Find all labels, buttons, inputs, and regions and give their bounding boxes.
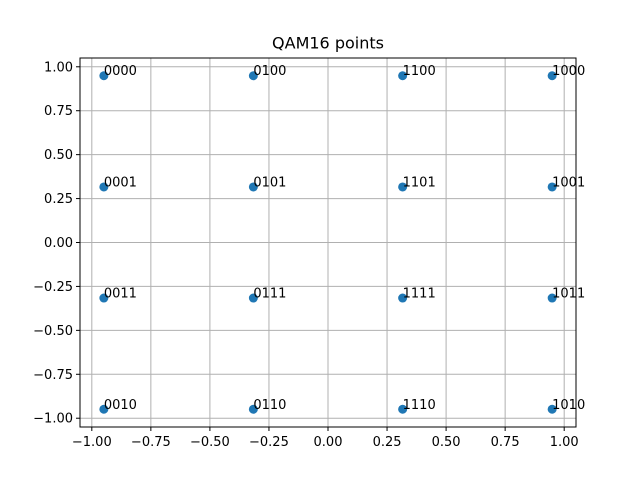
x-tick-label: −0.50 xyxy=(190,435,230,450)
y-axis-ticks: −1.00 −0.75 −0.50 −0.25 0.00 0.25 0.50 0.75 1.00 xyxy=(33,60,80,427)
chart-title: QAM16 points xyxy=(272,34,384,53)
y-tick-label: 0.50 xyxy=(44,148,73,163)
x-tick-label: 0.25 xyxy=(373,435,402,450)
y-tick-label: −0.75 xyxy=(33,368,73,383)
data-point xyxy=(99,71,109,81)
point-label: 0001 xyxy=(104,175,137,190)
data-point xyxy=(547,182,557,192)
point-label: 0000 xyxy=(104,64,137,79)
point-labels: 0000 0100 1100 1000 0001 0101 1101 1001 0011 0111… xyxy=(104,64,585,413)
y-tick-label: −0.50 xyxy=(33,324,73,339)
data-point xyxy=(248,182,258,192)
x-tick-label: −0.75 xyxy=(131,435,171,450)
data-point xyxy=(248,404,258,414)
point-label: 1101 xyxy=(403,175,436,190)
point-label: 1010 xyxy=(552,398,585,413)
x-tick-label: −0.25 xyxy=(249,435,289,450)
point-label: 0011 xyxy=(104,287,137,302)
data-point xyxy=(398,293,408,303)
point-label: 1011 xyxy=(552,287,585,302)
x-tick-label: 1.00 xyxy=(550,435,579,450)
point-label: 1001 xyxy=(552,175,585,190)
data-points xyxy=(99,71,557,414)
x-tick-label: 0.00 xyxy=(314,435,343,450)
point-label: 1000 xyxy=(552,64,585,79)
y-tick-label: −0.25 xyxy=(33,280,73,295)
data-point xyxy=(99,404,109,414)
grid-lines xyxy=(80,58,576,427)
point-label: 1100 xyxy=(403,64,436,79)
x-tick-label: 0.75 xyxy=(491,435,520,450)
x-tick-label: −1.00 xyxy=(72,435,112,450)
y-tick-label: −1.00 xyxy=(33,412,73,427)
point-label: 0110 xyxy=(253,398,286,413)
point-label: 0101 xyxy=(253,175,286,190)
data-point xyxy=(99,182,109,192)
data-point xyxy=(398,404,408,414)
data-point xyxy=(547,404,557,414)
data-point xyxy=(248,293,258,303)
data-point xyxy=(547,293,557,303)
y-tick-label: 0.75 xyxy=(44,104,73,119)
y-tick-label: 0.00 xyxy=(44,236,73,251)
point-label: 0100 xyxy=(253,64,286,79)
x-axis-ticks: −1.00 −0.75 −0.50 −0.25 0.00 0.25 0.50 0.75 1.00 xyxy=(72,427,579,450)
data-point xyxy=(398,71,408,81)
point-label: 1110 xyxy=(403,398,436,413)
x-tick-label: 0.50 xyxy=(432,435,461,450)
y-tick-label: 1.00 xyxy=(44,60,73,75)
point-label: 0010 xyxy=(104,398,137,413)
y-tick-label: 0.25 xyxy=(44,192,73,207)
data-point xyxy=(398,182,408,192)
data-point xyxy=(547,71,557,81)
data-point xyxy=(248,71,258,81)
point-label: 0111 xyxy=(253,287,286,302)
point-label: 1111 xyxy=(403,287,436,302)
data-point xyxy=(99,293,109,303)
